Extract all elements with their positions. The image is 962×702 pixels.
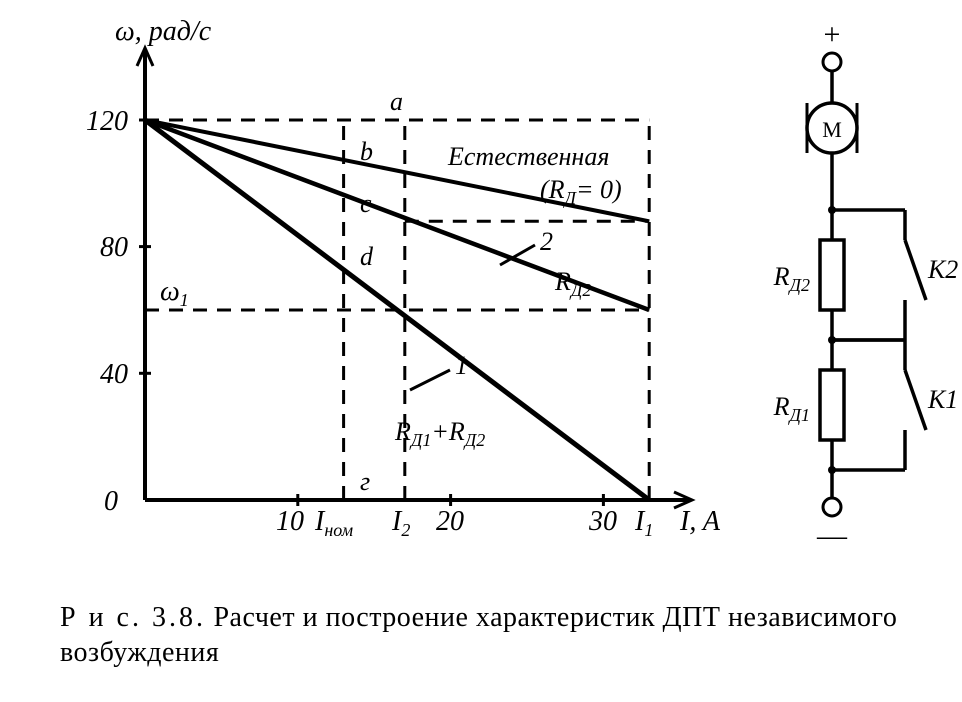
figure-caption: Р и с. 3.8. Расчет и построение характер… bbox=[60, 600, 920, 670]
natural-label: Естественная bbox=[447, 142, 609, 171]
y-axis-title: ω, рад/с bbox=[115, 16, 212, 47]
k1-label: К1 bbox=[927, 385, 958, 414]
line2-num: 2 bbox=[540, 227, 553, 256]
motor-label: М bbox=[822, 117, 842, 142]
xlabel-30: 30 bbox=[588, 506, 617, 537]
resistor-r2 bbox=[820, 240, 844, 310]
xlabel-10: 10 bbox=[276, 506, 304, 537]
ylabel-40: 40 bbox=[100, 359, 128, 390]
x-I-nom: Iном bbox=[314, 506, 354, 540]
circuit-group: + М К2 RД2 bbox=[773, 18, 959, 552]
switch-k2 bbox=[905, 240, 926, 300]
switch-k1 bbox=[905, 370, 926, 430]
r1-label: RД1 bbox=[773, 392, 810, 425]
figure-svg: 0 40 80 120 10 20 30 ω, рад/с I, A Iном … bbox=[0, 0, 962, 590]
pt-c: c bbox=[360, 189, 372, 218]
chart-group: 0 40 80 120 10 20 30 ω, рад/с I, A Iном … bbox=[86, 16, 721, 540]
ylabel-120: 120 bbox=[86, 106, 128, 137]
natural-sublabel: (RД= 0) bbox=[540, 175, 622, 208]
r2-label: RД2 bbox=[773, 262, 810, 295]
pt-d: d bbox=[360, 242, 374, 271]
pt-b: b bbox=[360, 137, 373, 166]
resistor-r1 bbox=[820, 370, 844, 440]
line1-R: RД1+RД2 bbox=[394, 417, 485, 450]
x-axis-title: I, A bbox=[679, 506, 721, 537]
bottom-terminal bbox=[823, 498, 841, 516]
minus-symbol: — bbox=[816, 519, 848, 552]
pt-a: a bbox=[390, 87, 403, 116]
line1-num: 1 bbox=[455, 351, 468, 380]
x-I1: I1 bbox=[634, 506, 653, 540]
xlabel-20: 20 bbox=[436, 506, 464, 537]
caption-prefix: Р и с. 3.8. bbox=[60, 602, 206, 633]
k2-label: К2 bbox=[927, 255, 958, 284]
pt-g: г bbox=[360, 467, 370, 496]
line2-R: RД2 bbox=[554, 267, 591, 300]
plus-symbol: + bbox=[824, 18, 841, 51]
omega1-label: ω1 bbox=[160, 276, 189, 310]
ylabel-0: 0 bbox=[104, 486, 118, 517]
top-terminal bbox=[823, 53, 841, 71]
ylabel-80: 80 bbox=[100, 232, 128, 263]
line1-pointer bbox=[410, 370, 450, 390]
x-I2: I2 bbox=[391, 506, 410, 540]
